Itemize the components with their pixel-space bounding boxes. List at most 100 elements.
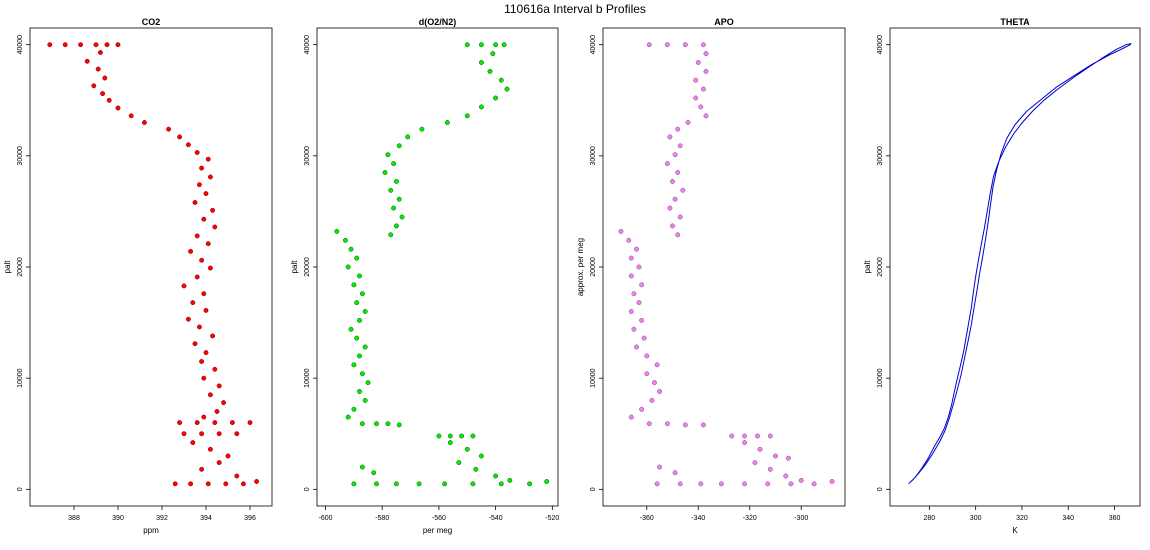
data-point xyxy=(657,389,663,394)
data-point xyxy=(654,481,660,487)
data-point xyxy=(192,200,198,205)
x-tick-label: -300 xyxy=(794,515,808,522)
data-point xyxy=(214,409,220,414)
data-point xyxy=(362,309,368,314)
data-point xyxy=(229,420,235,426)
y-tick-label: 40000 xyxy=(17,35,24,55)
data-point xyxy=(391,161,397,167)
data-point xyxy=(459,433,465,439)
data-point xyxy=(47,42,53,48)
data-point xyxy=(639,317,645,323)
data-point xyxy=(359,371,365,377)
data-point xyxy=(700,42,706,48)
y-tick-label: 0 xyxy=(590,487,597,491)
data-point xyxy=(675,126,681,132)
data-point xyxy=(682,422,688,428)
data-point xyxy=(115,105,121,111)
data-point xyxy=(464,113,470,119)
data-point xyxy=(342,237,348,243)
data-point xyxy=(201,291,207,297)
data-point xyxy=(188,248,194,254)
data-point xyxy=(672,470,678,476)
data-point xyxy=(767,433,773,439)
data-point xyxy=(675,232,681,238)
data-point xyxy=(447,433,453,439)
data-point xyxy=(216,383,222,389)
data-point xyxy=(464,446,470,452)
data-point xyxy=(115,42,121,48)
data-point xyxy=(755,433,760,439)
data-point xyxy=(644,371,650,377)
data-point xyxy=(348,326,354,332)
data-point xyxy=(767,466,773,472)
data-point xyxy=(212,224,218,230)
data-point xyxy=(698,481,704,487)
data-point xyxy=(631,291,637,297)
data-point xyxy=(396,143,402,149)
data-point xyxy=(478,42,484,48)
data-point xyxy=(196,182,202,188)
data-point xyxy=(210,333,216,339)
data-point xyxy=(631,326,637,332)
y-tick-label: 40000 xyxy=(590,35,597,55)
data-point xyxy=(698,104,704,110)
data-point xyxy=(685,120,691,125)
x-tick-label: -600 xyxy=(318,515,332,522)
data-point xyxy=(703,51,709,57)
data-point xyxy=(351,406,357,412)
x-axis-label: K xyxy=(1012,526,1018,535)
data-point xyxy=(628,414,634,420)
data-point xyxy=(703,68,709,74)
data-point xyxy=(700,422,706,428)
data-point xyxy=(493,42,499,48)
data-point xyxy=(205,241,211,247)
data-point xyxy=(201,375,207,381)
data-point xyxy=(464,42,470,48)
data-point xyxy=(194,420,200,426)
data-point xyxy=(385,421,391,427)
data-point xyxy=(628,255,634,261)
data-point xyxy=(357,389,362,394)
data-point xyxy=(798,477,804,483)
data-point xyxy=(382,170,388,175)
data-point xyxy=(646,421,652,427)
data-point xyxy=(765,481,771,487)
data-point xyxy=(470,433,476,439)
data-point xyxy=(493,473,499,479)
y-axis-label: palt xyxy=(863,260,872,274)
panel-title: THETA xyxy=(1000,17,1030,27)
panel-title: d(O2/N2) xyxy=(419,17,457,27)
x-tick-label: 394 xyxy=(200,515,212,522)
y-tick-label: 40000 xyxy=(304,35,311,55)
data-point xyxy=(442,481,448,487)
data-point xyxy=(199,431,205,437)
panel-1: d(O2/N2) per meg palt -600 -580 -560 -540 -520 0… xyxy=(290,17,559,535)
data-point xyxy=(498,77,504,83)
data-point xyxy=(757,446,763,452)
data-point xyxy=(196,324,202,330)
x-tick-label: 320 xyxy=(1016,515,1028,522)
y-tick-label: 20000 xyxy=(17,257,24,277)
data-point xyxy=(677,214,683,220)
data-point xyxy=(682,42,688,48)
y-axis-label: palt xyxy=(3,260,12,274)
data-point xyxy=(396,196,402,202)
data-point xyxy=(393,178,399,184)
data-point xyxy=(207,446,213,452)
data-point xyxy=(207,265,213,271)
y-tick-label: 0 xyxy=(17,487,24,491)
data-point xyxy=(677,481,683,487)
data-point xyxy=(788,481,794,487)
data-point xyxy=(498,481,504,487)
data-point xyxy=(416,481,422,487)
y-tick-label: 10000 xyxy=(590,368,597,388)
data-point xyxy=(478,453,484,459)
data-point xyxy=(177,420,183,426)
data-point xyxy=(181,431,187,437)
x-tick-label: 340 xyxy=(1062,515,1074,522)
data-point xyxy=(393,223,399,229)
data-point xyxy=(670,178,675,184)
data-point xyxy=(221,400,227,406)
data-point xyxy=(742,481,748,487)
